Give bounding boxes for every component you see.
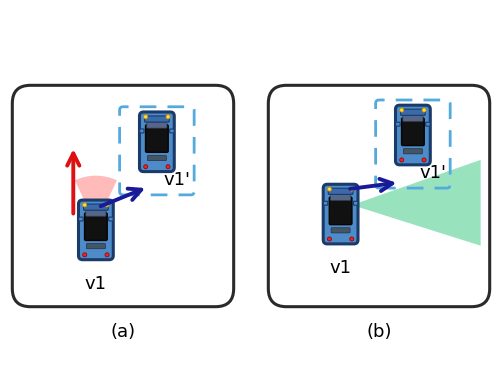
Circle shape xyxy=(327,187,331,191)
Circle shape xyxy=(421,108,425,112)
FancyBboxPatch shape xyxy=(79,217,83,221)
FancyBboxPatch shape xyxy=(146,122,167,128)
FancyBboxPatch shape xyxy=(13,85,233,307)
FancyBboxPatch shape xyxy=(403,149,421,154)
Circle shape xyxy=(143,165,147,169)
FancyBboxPatch shape xyxy=(139,129,144,133)
FancyBboxPatch shape xyxy=(78,200,113,260)
Circle shape xyxy=(399,158,403,162)
Text: (b): (b) xyxy=(366,323,391,341)
FancyBboxPatch shape xyxy=(84,213,107,240)
Circle shape xyxy=(105,253,109,257)
FancyBboxPatch shape xyxy=(144,116,169,122)
FancyBboxPatch shape xyxy=(401,118,423,145)
FancyBboxPatch shape xyxy=(147,156,166,161)
Circle shape xyxy=(327,237,331,241)
Text: v1': v1' xyxy=(163,171,190,189)
Text: v1: v1 xyxy=(329,259,351,277)
FancyBboxPatch shape xyxy=(330,194,350,200)
Circle shape xyxy=(349,237,353,241)
FancyBboxPatch shape xyxy=(402,115,422,121)
Circle shape xyxy=(166,165,170,169)
Circle shape xyxy=(143,115,147,119)
FancyBboxPatch shape xyxy=(86,210,106,216)
FancyBboxPatch shape xyxy=(425,122,429,126)
FancyBboxPatch shape xyxy=(109,217,113,221)
FancyBboxPatch shape xyxy=(329,197,351,225)
Circle shape xyxy=(421,158,425,162)
Text: v1: v1 xyxy=(85,275,107,293)
Text: v1': v1' xyxy=(419,164,446,182)
Polygon shape xyxy=(351,160,480,246)
FancyBboxPatch shape xyxy=(331,228,349,233)
FancyBboxPatch shape xyxy=(323,201,327,205)
Circle shape xyxy=(166,115,170,119)
FancyBboxPatch shape xyxy=(139,112,174,172)
FancyBboxPatch shape xyxy=(86,243,105,249)
Circle shape xyxy=(349,187,353,191)
Wedge shape xyxy=(75,176,117,225)
FancyBboxPatch shape xyxy=(328,188,352,194)
FancyBboxPatch shape xyxy=(395,105,429,165)
FancyBboxPatch shape xyxy=(353,201,357,205)
Circle shape xyxy=(399,108,403,112)
Circle shape xyxy=(83,253,87,257)
Circle shape xyxy=(83,203,87,207)
FancyBboxPatch shape xyxy=(268,85,489,307)
FancyBboxPatch shape xyxy=(395,122,399,126)
FancyBboxPatch shape xyxy=(169,129,174,133)
FancyBboxPatch shape xyxy=(323,184,357,244)
FancyBboxPatch shape xyxy=(83,204,108,210)
Circle shape xyxy=(105,203,109,207)
FancyBboxPatch shape xyxy=(145,125,168,152)
Text: (a): (a) xyxy=(110,323,135,341)
FancyBboxPatch shape xyxy=(400,109,424,115)
